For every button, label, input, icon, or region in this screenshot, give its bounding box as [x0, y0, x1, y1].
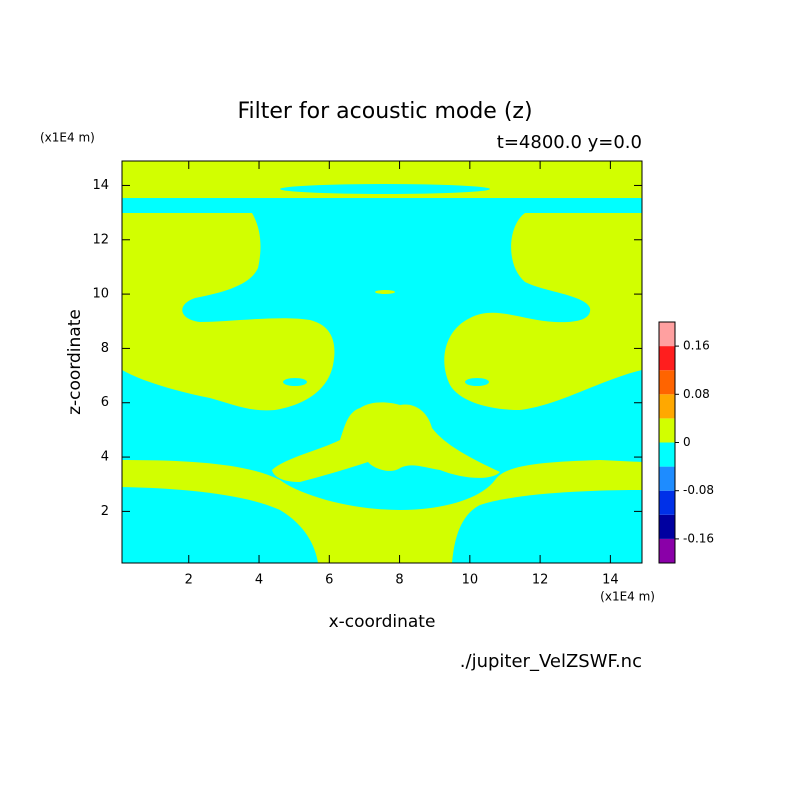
contour-region [465, 378, 489, 386]
colorbar-band [659, 538, 675, 563]
y-axis-label: z-coordinate [65, 309, 85, 415]
y-tick-label: 6 [101, 395, 109, 410]
colorbar-band [659, 466, 675, 491]
contour-region [283, 378, 307, 386]
contour-fill [122, 161, 642, 563]
colorbar-tick-label: 0.16 [683, 339, 710, 353]
x-axis-label: x-coordinate [329, 612, 436, 632]
y-tick-label: 12 [92, 232, 109, 247]
chart-title: Filter for acoustic mode (z) [237, 99, 532, 124]
colorbar-band [659, 346, 675, 371]
contour-region [452, 490, 642, 563]
colorbar-tick-label: -0.08 [683, 483, 714, 497]
y-unit: (x1E4 m) [40, 131, 95, 145]
colorbar-tick-label: -0.16 [683, 531, 714, 545]
colorbar-tick-label: 0 [683, 435, 691, 449]
x-tick-label: 14 [602, 573, 619, 588]
x-tick-label: 10 [462, 573, 479, 588]
x-tick-label: 8 [395, 573, 403, 588]
y-tick-label: 14 [92, 178, 109, 193]
contour-region [122, 198, 642, 510]
colorbar-band [659, 442, 675, 467]
colorbar-tick-label: 0.08 [683, 387, 710, 401]
y-tick-label: 2 [101, 504, 109, 519]
chart-subtitle: t=4800.0 y=0.0 [497, 132, 642, 153]
contour-region [272, 402, 500, 482]
contour-region [375, 290, 395, 294]
source-label: ./jupiter_VelZSWF.nc [460, 651, 642, 672]
y-tick-label: 10 [92, 287, 109, 302]
colorbar-band [659, 394, 675, 419]
x-tick-label: 6 [325, 573, 333, 588]
colorbar-band [659, 514, 675, 539]
colorbar-band [659, 490, 675, 515]
colorbar-band [659, 322, 675, 347]
colorbar-band [659, 370, 675, 395]
x-tick-label: 12 [532, 573, 549, 588]
contour-region [280, 184, 490, 194]
y-tick-label: 4 [101, 450, 109, 465]
y-tick-label: 8 [101, 341, 109, 356]
x-unit: (x1E4 m) [600, 590, 655, 604]
x-tick-label: 4 [255, 573, 263, 588]
contour-region [122, 487, 318, 563]
x-tick-label: 2 [185, 573, 193, 588]
plot-frame [121, 160, 643, 564]
colorbar-band [659, 418, 675, 443]
